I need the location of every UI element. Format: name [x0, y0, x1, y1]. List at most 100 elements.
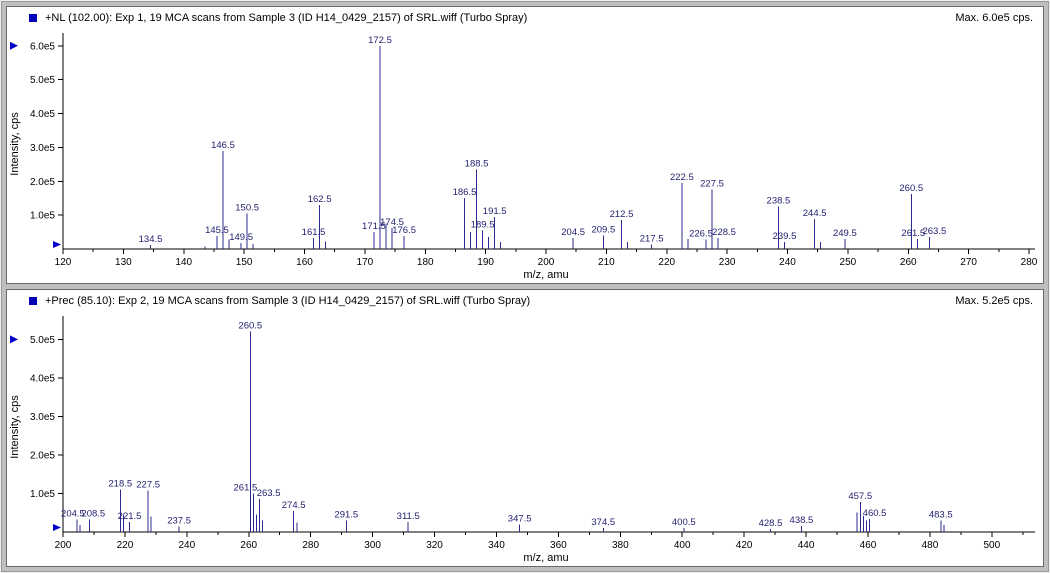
svg-text:204.5: 204.5	[561, 227, 585, 238]
svg-text:280: 280	[302, 540, 319, 551]
svg-text:m/z, amu: m/z, amu	[523, 269, 568, 281]
svg-text:222.5: 222.5	[670, 172, 694, 183]
pane-header-top: +NL (102.00): Exp 1, 19 MCA scans from S…	[7, 7, 1043, 27]
svg-text:457.5: 457.5	[848, 491, 872, 502]
svg-text:200: 200	[538, 257, 555, 268]
svg-text:174.5: 174.5	[380, 217, 404, 228]
svg-text:212.5: 212.5	[610, 209, 634, 220]
svg-text:261.5: 261.5	[901, 228, 925, 239]
svg-text:261.5: 261.5	[234, 482, 258, 493]
svg-text:250: 250	[840, 257, 857, 268]
svg-text:347.5: 347.5	[508, 513, 532, 524]
svg-text:191.5: 191.5	[483, 206, 507, 217]
spectrum-svg: 1.0e5 2.0e5 3.0e5 4.0e5 5.0e5 6.0e5 120 130 140 1…	[9, 33, 1038, 281]
svg-text:Intensity, cps: Intensity, cps	[9, 395, 21, 459]
svg-text:428.5: 428.5	[759, 518, 783, 529]
svg-text:149.5: 149.5	[229, 232, 253, 243]
svg-text:374.5: 374.5	[591, 517, 615, 528]
svg-text:263.5: 263.5	[922, 226, 946, 237]
svg-text:186.5: 186.5	[453, 187, 477, 198]
svg-text:4.0e5: 4.0e5	[30, 373, 55, 384]
svg-text:227.5: 227.5	[700, 179, 724, 190]
svg-text:311.5: 311.5	[397, 511, 420, 522]
svg-text:160: 160	[296, 257, 313, 268]
svg-text:134.5: 134.5	[139, 234, 163, 245]
svg-text:150: 150	[236, 257, 253, 268]
svg-text:204.5: 204.5	[61, 508, 85, 519]
svg-text:145.5: 145.5	[205, 225, 229, 236]
svg-text:130: 130	[115, 257, 132, 268]
svg-text:300: 300	[364, 540, 381, 551]
svg-text:190: 190	[477, 257, 494, 268]
spectrum-plot-bottom[interactable]: 1.0e5 2.0e5 3.0e5 4.0e5 5.0e5 200 220 240 260 280…	[7, 310, 1043, 566]
svg-text:440: 440	[798, 540, 815, 551]
svg-text:420: 420	[736, 540, 753, 551]
svg-text:226.5: 226.5	[689, 229, 713, 240]
svg-text:263.5: 263.5	[257, 488, 281, 499]
pane-select-icon[interactable]	[29, 296, 37, 305]
svg-text:249.5: 249.5	[833, 228, 857, 239]
max-intensity-label: Max. 5.2e5 cps.	[955, 294, 1033, 307]
svg-text:5.0e5: 5.0e5	[30, 335, 55, 346]
spectrum-pane-top: +NL (102.00): Exp 1, 19 MCA scans from S…	[6, 6, 1044, 284]
svg-text:176.5: 176.5	[392, 225, 416, 236]
spectrum-pane-bottom: +Prec (85.10): Exp 2, 19 MCA scans from …	[6, 289, 1044, 567]
svg-text:208.5: 208.5	[81, 508, 105, 519]
pane-title: +Prec (85.10): Exp 2, 19 MCA scans from …	[45, 294, 531, 307]
svg-text:161.5: 161.5	[302, 227, 326, 238]
svg-text:260: 260	[900, 257, 917, 268]
svg-text:270: 270	[960, 257, 977, 268]
svg-text:Intensity, cps: Intensity, cps	[9, 112, 21, 176]
svg-text:500: 500	[984, 540, 1001, 551]
svg-text:180: 180	[417, 257, 434, 268]
svg-text:209.5: 209.5	[591, 224, 615, 235]
svg-text:2.0e5: 2.0e5	[30, 450, 55, 461]
svg-text:189.5: 189.5	[471, 219, 495, 230]
svg-text:221.5: 221.5	[118, 511, 142, 522]
svg-text:230: 230	[719, 257, 736, 268]
svg-text:172.5: 172.5	[368, 35, 392, 46]
svg-text:260: 260	[240, 540, 257, 551]
spectrum-svg: 1.0e5 2.0e5 3.0e5 4.0e5 5.0e5 200 220 240 260 280…	[9, 316, 1035, 564]
svg-text:260.5: 260.5	[238, 321, 262, 332]
svg-text:220: 220	[117, 540, 134, 551]
svg-text:240: 240	[179, 540, 196, 551]
svg-text:150.5: 150.5	[235, 202, 259, 213]
spectrum-plot-top[interactable]: 1.0e5 2.0e5 3.0e5 4.0e5 5.0e5 6.0e5 120 130 140 1…	[7, 27, 1043, 283]
svg-text:228.5: 228.5	[712, 227, 736, 238]
svg-text:260.5: 260.5	[899, 183, 923, 194]
svg-text:200: 200	[55, 540, 72, 551]
svg-text:244.5: 244.5	[803, 208, 827, 219]
svg-text:217.5: 217.5	[640, 233, 664, 244]
svg-text:238.5: 238.5	[767, 196, 791, 207]
svg-text:480: 480	[922, 540, 939, 551]
pane-select-icon[interactable]	[29, 13, 37, 22]
svg-text:210: 210	[598, 257, 615, 268]
svg-text:2.0e5: 2.0e5	[30, 177, 55, 188]
max-intensity-label: Max. 6.0e5 cps.	[955, 11, 1033, 24]
svg-text:140: 140	[175, 257, 192, 268]
svg-text:483.5: 483.5	[929, 509, 953, 520]
svg-text:400.5: 400.5	[672, 517, 696, 528]
svg-text:227.5: 227.5	[136, 479, 160, 490]
svg-text:3.0e5: 3.0e5	[30, 143, 55, 154]
svg-text:1.0e5: 1.0e5	[30, 211, 55, 222]
svg-text:380: 380	[612, 540, 629, 551]
svg-text:240: 240	[779, 257, 796, 268]
svg-text:146.5: 146.5	[211, 140, 235, 151]
pane-header-bottom: +Prec (85.10): Exp 2, 19 MCA scans from …	[7, 290, 1043, 310]
svg-text:400: 400	[674, 540, 691, 551]
svg-text:162.5: 162.5	[308, 194, 332, 205]
svg-text:5.0e5: 5.0e5	[30, 75, 55, 86]
svg-text:188.5: 188.5	[465, 158, 489, 169]
svg-text:239.5: 239.5	[773, 231, 797, 242]
svg-text:460: 460	[860, 540, 877, 551]
svg-text:1.0e5: 1.0e5	[30, 489, 55, 500]
svg-text:274.5: 274.5	[282, 500, 306, 511]
svg-text:6.0e5: 6.0e5	[30, 41, 55, 52]
svg-text:120: 120	[55, 257, 72, 268]
svg-text:438.5: 438.5	[790, 515, 814, 526]
svg-text:280: 280	[1021, 257, 1038, 268]
svg-text:220: 220	[658, 257, 675, 268]
